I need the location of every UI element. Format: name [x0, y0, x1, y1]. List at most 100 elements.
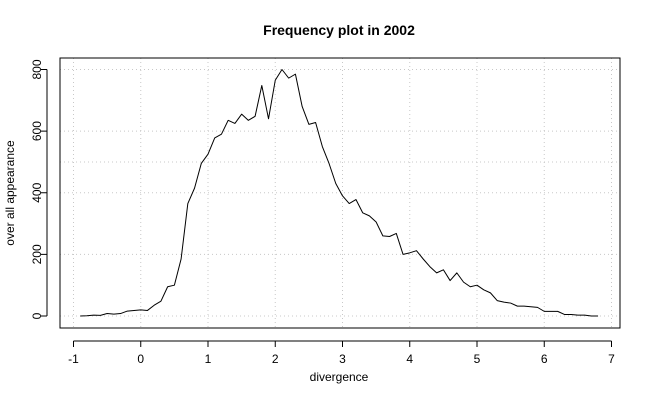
data-point	[423, 258, 424, 259]
data-point	[214, 137, 215, 138]
data-point	[254, 116, 255, 117]
data-point	[127, 310, 128, 311]
y-tick-label: 800	[30, 59, 44, 79]
data-point	[571, 314, 572, 315]
y-tick-label: 400	[30, 182, 44, 202]
data-point	[120, 313, 121, 314]
series-line	[80, 69, 599, 317]
data-point	[463, 282, 464, 283]
y-tick-label: 0	[30, 312, 44, 319]
data-point	[409, 252, 410, 253]
grid-lines	[60, 58, 620, 328]
data-point	[261, 85, 262, 86]
y-tick-label: 600	[30, 121, 44, 141]
data-point	[591, 315, 592, 316]
data-point	[100, 315, 101, 316]
data-point	[268, 118, 269, 119]
data-point	[476, 285, 477, 286]
y-axis-label: over all appearance	[3, 140, 17, 246]
data-point	[503, 302, 504, 303]
y-tick-label: 200	[30, 244, 44, 264]
data-point	[402, 254, 403, 255]
data-point	[194, 188, 195, 189]
data-point	[470, 286, 471, 287]
data-point	[315, 122, 316, 123]
x-tick-label: 7	[608, 352, 615, 366]
data-point	[497, 300, 498, 301]
data-point	[369, 215, 370, 216]
data-point	[483, 289, 484, 290]
data-point	[362, 212, 363, 213]
data-point	[207, 154, 208, 155]
x-tick-label: 2	[272, 352, 279, 366]
data-point	[450, 280, 451, 281]
data-point	[436, 272, 437, 273]
data-point	[174, 285, 175, 286]
data-point	[181, 258, 182, 259]
data-point	[147, 310, 148, 311]
data-point	[544, 311, 545, 312]
data-point	[133, 310, 134, 311]
data-point	[275, 80, 276, 81]
data-point	[517, 306, 518, 307]
data-point	[228, 120, 229, 121]
data-point	[349, 203, 350, 204]
data-point	[564, 314, 565, 315]
data-point	[241, 114, 242, 115]
data-point	[86, 315, 87, 316]
data-point	[80, 315, 81, 316]
data-point	[154, 305, 155, 306]
data-point	[584, 314, 585, 315]
x-axis-label: divergence	[310, 370, 369, 384]
data-point	[557, 311, 558, 312]
axes: -1 0 1 2 3 4 5 6 7 0 200 400 600 800	[30, 59, 615, 366]
x-tick-label: 1	[205, 352, 212, 366]
data-point	[328, 163, 329, 164]
data-point	[490, 292, 491, 293]
data-point	[234, 123, 235, 124]
data-point	[396, 233, 397, 234]
data-point	[429, 266, 430, 267]
data-point	[107, 313, 108, 314]
data-point	[510, 302, 511, 303]
data-point	[302, 106, 303, 107]
data-point	[93, 314, 94, 315]
data-point	[187, 203, 188, 204]
data-point	[281, 69, 282, 70]
data-point	[537, 307, 538, 308]
data-point	[295, 74, 296, 75]
x-tick-label: 6	[541, 352, 548, 366]
x-tick-label: 0	[137, 352, 144, 366]
x-tick-label: 5	[474, 352, 481, 366]
data-point	[322, 146, 323, 147]
chart-title: Frequency plot in 2002	[263, 22, 415, 38]
data-point	[597, 315, 598, 316]
data-point	[201, 163, 202, 164]
data-point	[443, 269, 444, 270]
data-point	[550, 311, 551, 312]
data-point	[342, 195, 343, 196]
x-tick-label: 4	[406, 352, 413, 366]
data-point	[355, 199, 356, 200]
data-point	[335, 183, 336, 184]
data-point	[456, 272, 457, 273]
data-point	[523, 306, 524, 307]
data-point	[248, 120, 249, 121]
data-point	[167, 286, 168, 287]
x-tick-label: 3	[339, 352, 346, 366]
data-point	[221, 134, 222, 135]
data-point	[288, 78, 289, 79]
data-layer	[80, 69, 599, 317]
data-point	[416, 250, 417, 251]
data-point	[382, 235, 383, 236]
data-point	[113, 314, 114, 315]
data-point	[577, 314, 578, 315]
data-point	[308, 124, 309, 125]
x-tick-label: -1	[68, 352, 79, 366]
data-point	[530, 306, 531, 307]
plot-frame	[59, 57, 621, 329]
data-point	[140, 309, 141, 310]
data-point	[160, 301, 161, 302]
